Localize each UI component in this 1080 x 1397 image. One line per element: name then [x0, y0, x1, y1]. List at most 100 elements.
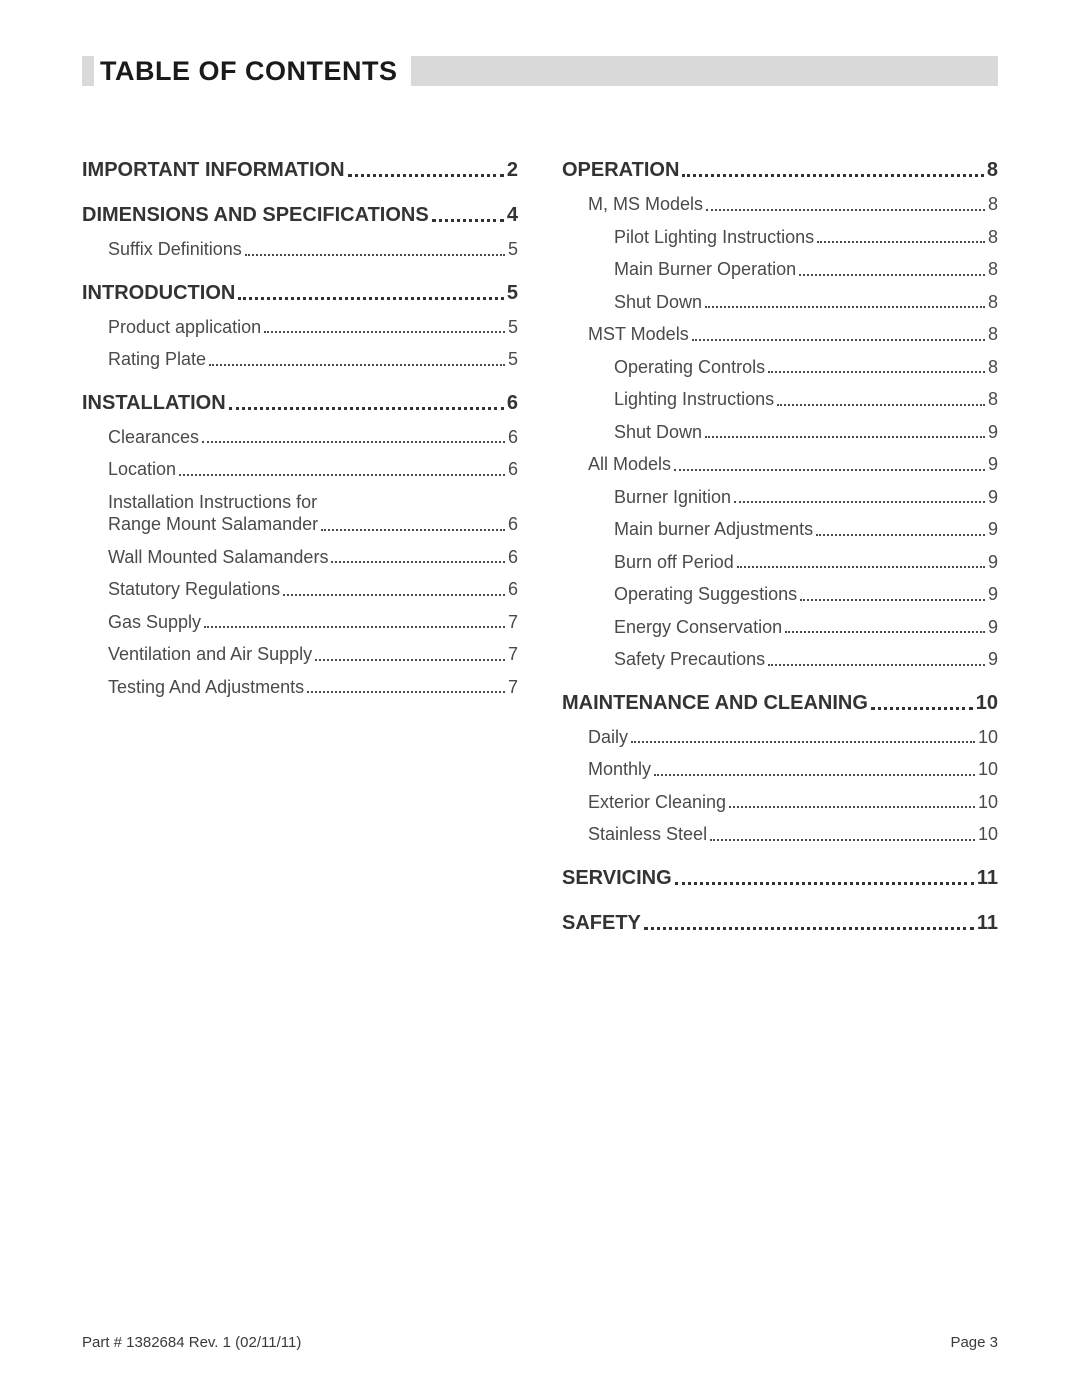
toc-entry: Wall Mounted Salamanders6: [82, 546, 518, 569]
toc-entry: MAINTENANCE AND CLEANING10: [562, 691, 998, 716]
toc-leader-dots: [768, 664, 985, 666]
toc-entry-label: MAINTENANCE AND CLEANING: [562, 691, 868, 716]
toc-entry-page: 6: [508, 578, 518, 601]
toc-entry-label: Pilot Lighting Instructions: [614, 226, 814, 249]
toc-entry-page: 8: [987, 158, 998, 183]
toc-entry: Ventilation and Air Supply 7: [82, 643, 518, 666]
toc-entry-label: OPERATION: [562, 158, 679, 183]
toc-leader-dots: [710, 839, 975, 841]
toc-leader-dots: [706, 209, 985, 211]
toc-entry: M, MS Models 8: [562, 193, 998, 216]
toc-entry: Installation Instructions forRange Mount…: [82, 491, 518, 536]
toc-entry-page: 8: [988, 226, 998, 249]
toc-entry-label: All Models: [588, 453, 671, 476]
toc-entry-label: Installation Instructions forRange Mount…: [108, 491, 318, 536]
toc-entry-label: IMPORTANT INFORMATION: [82, 158, 345, 183]
toc-leader-dots: [238, 297, 504, 300]
toc-entry: Energy Conservation 9: [562, 616, 998, 639]
toc-entry-page: 9: [988, 453, 998, 476]
title-bar: TABLE OF CONTENTS: [82, 56, 998, 86]
toc-entry-label: Gas Supply: [108, 611, 201, 634]
toc-entry-label: Main Burner Operation: [614, 258, 796, 281]
toc-leader-dots: [734, 501, 985, 503]
toc-entry-label: Suffix Definitions: [108, 238, 242, 261]
toc-left-column: IMPORTANT INFORMATION 2 DIMENSIONS AND SPE…: [82, 158, 518, 946]
toc-entry: Exterior Cleaning10: [562, 791, 998, 814]
toc-entry-label: Ventilation and Air Supply: [108, 643, 312, 666]
toc-leader-dots: [321, 529, 505, 531]
toc-entry-label: SAFETY: [562, 911, 641, 936]
title-rule-decoration: [411, 56, 998, 86]
toc-entry: Suffix Definitions5: [82, 238, 518, 261]
toc-leader-dots: [674, 469, 985, 471]
toc-entry-page: 10: [978, 823, 998, 846]
toc-entry-label: Operating Suggestions: [614, 583, 797, 606]
toc-entry-label: Testing And Adjustments: [108, 676, 304, 699]
toc-entry-label: Location: [108, 458, 176, 481]
toc-entry-page: 8: [988, 388, 998, 411]
toc-entry-label: Monthly: [588, 758, 651, 781]
toc-entry: SAFETY11: [562, 911, 998, 936]
toc-entry-label: Stainless Steel: [588, 823, 707, 846]
footer-part-number: Part # 1382684 Rev. 1 (02/11/11): [82, 1334, 301, 1351]
toc-entry-page: 9: [988, 616, 998, 639]
toc-entry-label: INSTALLATION: [82, 391, 226, 416]
toc-entry-page: 9: [988, 518, 998, 541]
toc-entry-page: 8: [988, 356, 998, 379]
toc-entry-page: 10: [978, 758, 998, 781]
toc-leader-dots: [675, 882, 974, 885]
toc-entry-label: DIMENSIONS AND SPECIFICATIONS: [82, 203, 429, 228]
footer-page-number: Page 3: [950, 1334, 998, 1351]
toc-entry-label: M, MS Models: [588, 193, 703, 216]
toc-leader-dots: [315, 659, 505, 661]
toc-entry-page: 7: [508, 643, 518, 666]
toc-entry-page: 4: [507, 203, 518, 228]
toc-entry-page: 5: [508, 348, 518, 371]
toc-entry-label: Operating Controls: [614, 356, 765, 379]
toc-entry-label: Statutory Regulations: [108, 578, 280, 601]
toc-leader-dots: [737, 566, 985, 568]
toc-entry-page: 8: [988, 193, 998, 216]
toc-leader-dots: [799, 274, 985, 276]
toc-entry: Main Burner Operation 8: [562, 258, 998, 281]
toc-leader-dots: [307, 691, 505, 693]
toc-entry: Location 6: [82, 458, 518, 481]
toc-entry: Clearances6: [82, 426, 518, 449]
toc-entry-page: 6: [508, 546, 518, 569]
toc-leader-dots: [245, 254, 505, 256]
toc-entry-page: 8: [988, 258, 998, 281]
toc-leader-dots: [348, 174, 504, 177]
toc-entry: OPERATION 8: [562, 158, 998, 183]
toc-entry-label: Shut Down: [614, 421, 702, 444]
toc-leader-dots: [682, 174, 983, 177]
toc-entry: DIMENSIONS AND SPECIFICATIONS 4: [82, 203, 518, 228]
title-tab-decoration: [82, 56, 94, 86]
toc-entry-page: 2: [507, 158, 518, 183]
toc-leader-dots: [800, 599, 985, 601]
toc-entry: INTRODUCTION5: [82, 281, 518, 306]
toc-entry-page: 11: [977, 866, 998, 891]
toc-entry-label: Rating Plate: [108, 348, 206, 371]
toc-entry: Pilot Lighting Instructions 8: [562, 226, 998, 249]
toc-entry-page: 9: [988, 421, 998, 444]
toc-entry-label: Product application: [108, 316, 261, 339]
toc-entry: Stainless Steel 10: [562, 823, 998, 846]
toc-leader-dots: [692, 339, 985, 341]
toc-entry-page: 9: [988, 583, 998, 606]
toc-entry: Operating Controls 8: [562, 356, 998, 379]
toc-leader-dots: [817, 241, 985, 243]
toc-entry: INSTALLATION6: [82, 391, 518, 416]
toc-entry-label: Main burner Adjustments: [614, 518, 813, 541]
toc-entry-page: 6: [508, 458, 518, 481]
toc-entry: Lighting Instructions8: [562, 388, 998, 411]
toc-entry-label: Safety Precautions: [614, 648, 765, 671]
toc-entry-label: Energy Conservation: [614, 616, 782, 639]
toc-leader-dots: [283, 594, 505, 596]
toc-entry: Burn off Period9: [562, 551, 998, 574]
toc-entry-page: 5: [508, 316, 518, 339]
toc-entry-page: 9: [988, 648, 998, 671]
toc-leader-dots: [264, 331, 505, 333]
toc-leader-dots: [202, 441, 505, 443]
toc-leader-dots: [777, 404, 985, 406]
toc-entry-page: 8: [988, 323, 998, 346]
